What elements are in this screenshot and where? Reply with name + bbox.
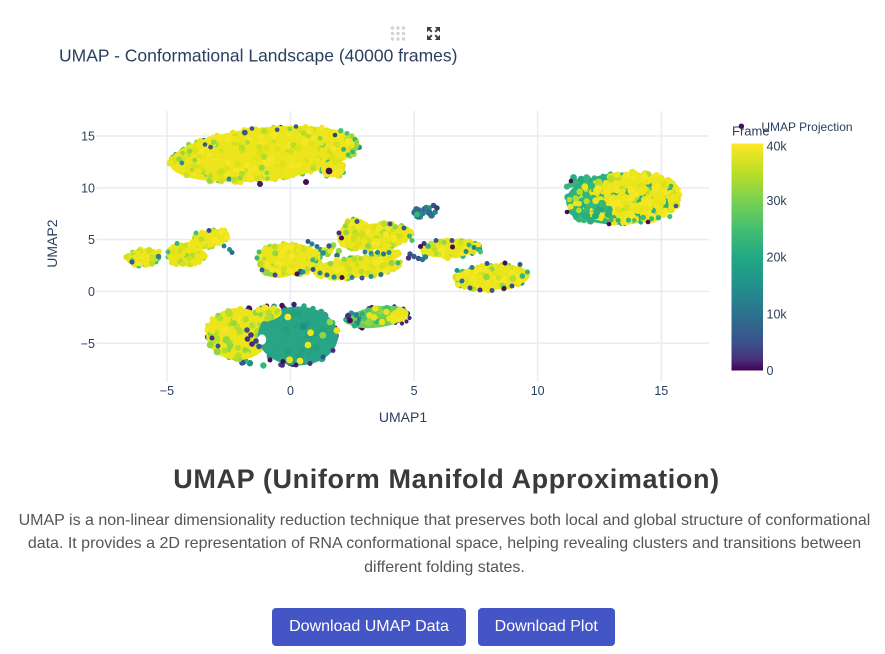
svg-text:40k: 40k [767, 140, 788, 154]
svg-text:UMAP Projection: UMAP Projection [761, 120, 852, 134]
svg-text:−5: −5 [81, 337, 95, 351]
svg-text:0: 0 [767, 364, 774, 378]
svg-text:0: 0 [287, 384, 294, 398]
svg-text:5: 5 [88, 233, 95, 247]
svg-text:15: 15 [654, 384, 668, 398]
svg-text:−5: −5 [160, 384, 174, 398]
svg-text:15: 15 [81, 130, 95, 144]
svg-text:0: 0 [88, 285, 95, 299]
svg-text:20k: 20k [767, 251, 788, 265]
svg-text:10: 10 [531, 384, 545, 398]
svg-text:UMAP2: UMAP2 [44, 219, 60, 267]
svg-text:30k: 30k [767, 194, 788, 208]
svg-text:10: 10 [81, 181, 95, 195]
svg-text:UMAP1: UMAP1 [379, 409, 427, 425]
svg-text:5: 5 [411, 384, 418, 398]
svg-text:10k: 10k [767, 307, 788, 321]
svg-text:UMAP - Conformational Landscap: UMAP - Conformational Landscape (40000 f… [59, 46, 457, 66]
